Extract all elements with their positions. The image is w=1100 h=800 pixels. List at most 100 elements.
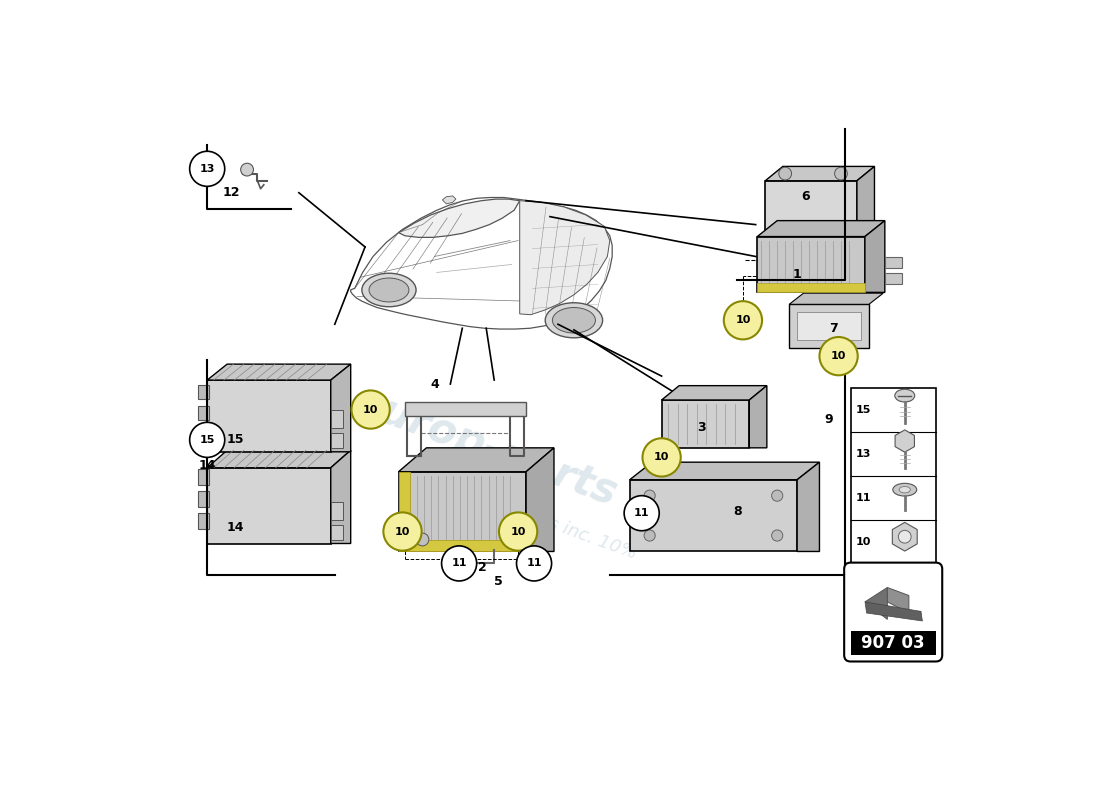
Bar: [629, 480, 798, 551]
Text: 6: 6: [801, 190, 810, 203]
Polygon shape: [798, 462, 820, 551]
FancyBboxPatch shape: [844, 562, 943, 662]
Bar: [331, 410, 343, 428]
Circle shape: [835, 167, 847, 180]
Polygon shape: [207, 450, 351, 468]
Bar: [331, 525, 343, 539]
Text: 10: 10: [510, 526, 526, 537]
Text: 10: 10: [653, 452, 669, 462]
Ellipse shape: [368, 278, 409, 302]
Bar: [850, 388, 936, 563]
Bar: [198, 426, 209, 441]
Text: 11: 11: [856, 493, 871, 502]
Circle shape: [189, 422, 224, 458]
Text: 4: 4: [430, 378, 439, 390]
Bar: [661, 400, 749, 448]
Bar: [757, 283, 865, 292]
Bar: [198, 406, 209, 420]
Polygon shape: [331, 364, 351, 452]
Circle shape: [899, 530, 911, 543]
Polygon shape: [865, 587, 888, 619]
Bar: [398, 472, 526, 551]
Ellipse shape: [899, 486, 911, 493]
Bar: [198, 385, 209, 399]
Text: 7: 7: [828, 322, 837, 334]
Text: 12: 12: [222, 186, 240, 199]
Text: 13: 13: [199, 164, 214, 174]
Polygon shape: [207, 364, 351, 380]
Ellipse shape: [362, 274, 416, 306]
Polygon shape: [857, 166, 874, 233]
Bar: [757, 237, 865, 292]
Circle shape: [499, 513, 537, 550]
Polygon shape: [629, 462, 820, 480]
Bar: [766, 181, 857, 233]
Circle shape: [820, 337, 858, 375]
Bar: [789, 304, 869, 348]
Bar: [198, 491, 209, 507]
Bar: [198, 514, 209, 529]
Circle shape: [724, 301, 762, 339]
Text: 11: 11: [451, 558, 466, 569]
Text: 14: 14: [227, 521, 244, 534]
Text: 11: 11: [634, 508, 649, 518]
Text: 10: 10: [830, 351, 846, 361]
Text: 15: 15: [227, 434, 244, 446]
Polygon shape: [865, 602, 923, 621]
Text: 907 03: 907 03: [861, 634, 925, 652]
Bar: [207, 468, 331, 543]
Circle shape: [352, 390, 389, 429]
Circle shape: [517, 546, 551, 581]
Polygon shape: [865, 221, 884, 292]
Polygon shape: [398, 199, 519, 238]
Polygon shape: [526, 448, 554, 551]
Text: europ-parts: europ-parts: [349, 381, 624, 515]
Text: 10: 10: [395, 526, 410, 537]
Text: 15: 15: [856, 405, 871, 415]
Bar: [398, 540, 526, 551]
Text: 10: 10: [735, 315, 750, 326]
Bar: [398, 472, 409, 551]
Text: 10: 10: [363, 405, 378, 414]
Circle shape: [384, 513, 421, 550]
Text: 10: 10: [856, 537, 871, 546]
Polygon shape: [331, 450, 351, 543]
Circle shape: [771, 530, 783, 541]
Circle shape: [241, 163, 253, 176]
Bar: [207, 380, 331, 452]
Text: a passion for parts inc. 10%: a passion for parts inc. 10%: [397, 460, 639, 563]
Polygon shape: [661, 386, 767, 400]
Circle shape: [624, 496, 659, 530]
Circle shape: [642, 438, 681, 477]
Bar: [331, 434, 343, 448]
Polygon shape: [519, 201, 609, 314]
Text: 11: 11: [526, 558, 542, 569]
Text: 9: 9: [825, 414, 834, 426]
Bar: [331, 502, 343, 519]
Circle shape: [441, 546, 476, 581]
Bar: [850, 631, 936, 655]
Polygon shape: [757, 221, 884, 237]
Polygon shape: [789, 293, 883, 304]
Ellipse shape: [893, 483, 916, 496]
Text: 2: 2: [477, 561, 486, 574]
Circle shape: [508, 533, 520, 546]
Text: 3: 3: [697, 422, 706, 434]
Circle shape: [189, 151, 224, 186]
Polygon shape: [749, 386, 767, 448]
Bar: [405, 402, 526, 416]
Text: 5: 5: [494, 575, 503, 588]
Text: 8: 8: [733, 505, 741, 518]
Text: 13: 13: [856, 449, 871, 459]
Bar: [884, 258, 902, 269]
Polygon shape: [398, 448, 554, 472]
Ellipse shape: [894, 390, 915, 402]
Text: 14: 14: [198, 459, 216, 472]
Bar: [798, 312, 861, 340]
Ellipse shape: [546, 302, 603, 338]
Bar: [198, 469, 209, 485]
Circle shape: [771, 490, 783, 502]
Bar: [884, 274, 902, 285]
Polygon shape: [888, 587, 921, 619]
Polygon shape: [766, 166, 874, 181]
